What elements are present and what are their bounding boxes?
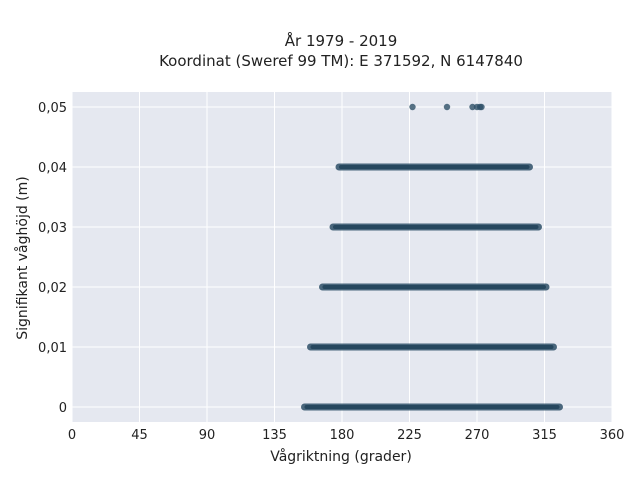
x-tick-label: 225 <box>397 428 422 443</box>
chart-title-line-1: År 1979 - 2019 <box>285 31 398 50</box>
scatter-bands <box>301 163 563 411</box>
x-tick-labels: 0 45 90 135 180 225 270 315 360 <box>68 428 625 443</box>
x-tick-label: 135 <box>262 428 287 443</box>
x-tick-label: 360 <box>600 428 625 443</box>
y-axis-label: Signifikant våghöjd (m) <box>14 176 31 339</box>
y-tick-label: 0,04 <box>38 161 67 176</box>
x-axis-label: Vågriktning (grader) <box>270 448 412 465</box>
x-tick-label: 270 <box>465 428 490 443</box>
scatter-point <box>478 103 485 111</box>
y-tick-label: 0,01 <box>38 341 67 356</box>
scatter-point <box>409 103 416 111</box>
x-tick-label: 180 <box>330 428 355 443</box>
x-tick-label: 90 <box>199 428 216 443</box>
x-tick-label: 315 <box>532 428 557 443</box>
scatter-point <box>469 103 476 111</box>
x-tick-label: 45 <box>131 428 148 443</box>
y-tick-labels: 0 0,01 0,02 0,03 0,04 0,05 <box>38 101 67 416</box>
y-tick-label: 0,02 <box>38 281 67 296</box>
y-tick-label: 0,05 <box>38 101 67 116</box>
chart-title-line-2: Koordinat (Sweref 99 TM): E 371592, N 61… <box>159 52 523 70</box>
scatter-point <box>443 103 451 111</box>
x-tick-label: 0 <box>68 428 76 443</box>
scatter-points <box>409 103 485 111</box>
y-tick-label: 0 <box>59 401 67 416</box>
y-tick-label: 0,03 <box>38 221 67 236</box>
